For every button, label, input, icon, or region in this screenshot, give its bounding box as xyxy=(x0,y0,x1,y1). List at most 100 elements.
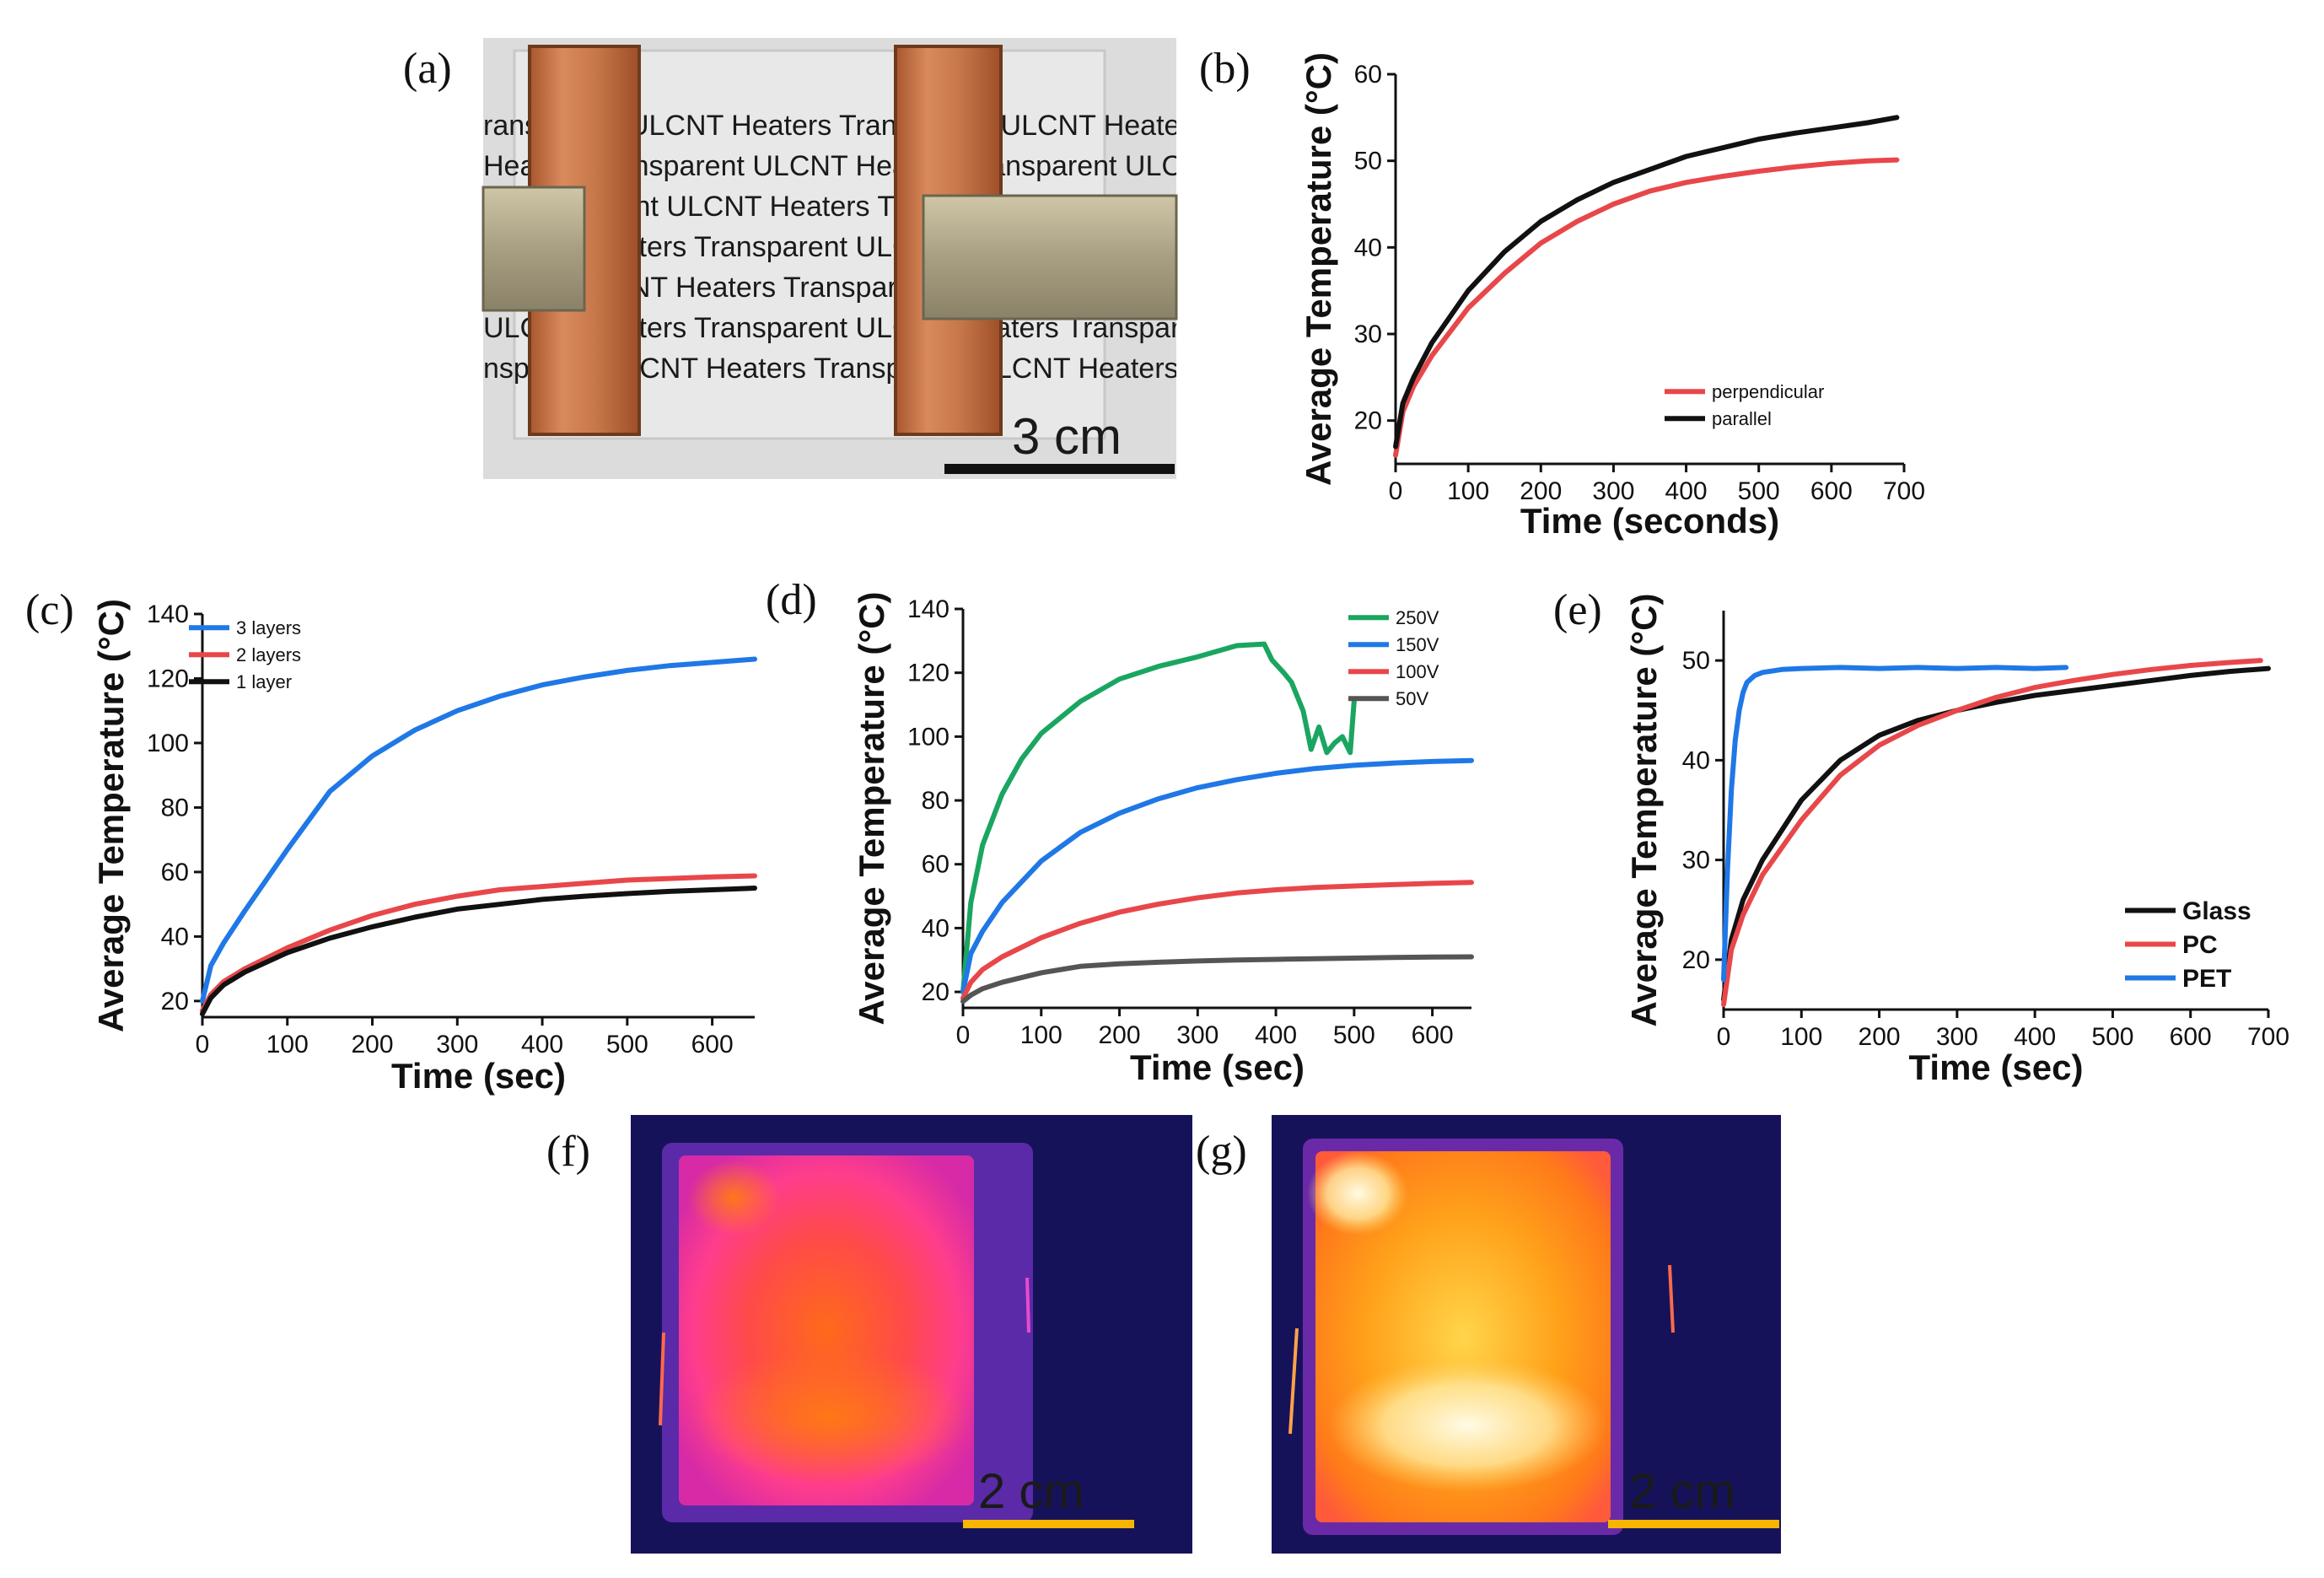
x-tick-label: 600 xyxy=(1810,477,1853,505)
x-tick-label: 500 xyxy=(1738,477,1780,505)
x-tick-label: 500 xyxy=(1333,1021,1375,1049)
x-tick-label: 300 xyxy=(1592,477,1634,505)
hot-corner-g xyxy=(1307,1151,1408,1236)
y-tick-label: 80 xyxy=(161,794,189,821)
legend-label: 50V xyxy=(1396,688,1428,709)
y-tick-label: 120 xyxy=(147,665,189,692)
panel-label-f: (f) xyxy=(546,1128,590,1176)
legend-label: 3 layers xyxy=(236,617,301,638)
panel-label-b: (b) xyxy=(1199,45,1251,93)
panel-label-e: (e) xyxy=(1553,586,1602,634)
chart-b: 0 100 200 300 400 500 600 700 20 30 40 50 60 Time (se… xyxy=(1299,52,1925,541)
x-tick-label: 200 xyxy=(1099,1021,1141,1049)
y-axis-title: Average Temperature (°C) xyxy=(91,599,131,1032)
scale-bar-label-a: 3 cm xyxy=(1012,408,1122,465)
panel-label-a: (a) xyxy=(403,45,452,93)
x-tick-label: 400 xyxy=(1665,477,1708,505)
y-tick-label: 60 xyxy=(1354,61,1382,89)
y-tick-label: 20 xyxy=(922,978,950,1006)
panel-label-d: (d) xyxy=(766,576,817,624)
x-tick-label: 100 xyxy=(1780,1023,1822,1051)
series-line-pc xyxy=(1721,658,2263,1008)
clip-right xyxy=(922,194,1178,320)
legend-label: 250V xyxy=(1396,607,1439,628)
x-tick-label: 700 xyxy=(2247,1023,2289,1051)
y-tick-label: 80 xyxy=(922,787,950,815)
series-line-perpendicular xyxy=(1393,157,1900,458)
x-tick-label: 0 xyxy=(1389,477,1403,505)
x-tick-label: 400 xyxy=(521,1031,563,1058)
legend-label: perpendicular xyxy=(1712,381,1824,402)
y-tick-label: 60 xyxy=(922,851,950,879)
series-line-2-layers xyxy=(200,873,757,1014)
x-axis-title: Time (seconds) xyxy=(1520,501,1779,541)
legend-label: Glass xyxy=(2182,897,2251,925)
hot-spot-g xyxy=(1328,1358,1606,1493)
x-axis-title: Time (sec) xyxy=(1909,1048,2084,1087)
scale-bar-label-g: 2 cm xyxy=(1629,1464,1735,1519)
x-tick-label: 200 xyxy=(352,1031,394,1058)
legend-label: 150V xyxy=(1396,634,1439,655)
electrode-trace-g2 xyxy=(1668,1264,1675,1333)
y-tick-label: 50 xyxy=(1354,148,1382,175)
chart-c: 0 100 200 300 400 500 600 20 40 60 80 100 120 140 Time… xyxy=(91,599,757,1096)
y-tick-label: 30 xyxy=(1682,847,1710,875)
x-tick-label: 0 xyxy=(196,1031,210,1058)
photo-heater-sample: ransparent ULCNT Heaters Transparent ULC… xyxy=(481,38,1178,479)
legend-label: 1 layer xyxy=(236,671,292,692)
hot-spot-f xyxy=(691,1349,970,1484)
x-tick-label: 400 xyxy=(1255,1021,1297,1049)
series-line-50v xyxy=(960,954,1474,1004)
series-line-3-layers xyxy=(200,656,757,1004)
x-tick-label: 500 xyxy=(2091,1023,2133,1051)
legend-label: PC xyxy=(2182,931,2218,959)
electrode-trace-f1 xyxy=(659,1332,665,1426)
x-tick-label: 400 xyxy=(2014,1023,2056,1051)
x-tick-label: 100 xyxy=(1020,1021,1062,1049)
y-axis-title: Average Temperature (°C) xyxy=(1624,594,1664,1027)
x-tick-label: 100 xyxy=(1447,477,1489,505)
x-tick-label: 0 xyxy=(956,1021,971,1049)
x-tick-label: 200 xyxy=(1859,1023,1901,1051)
y-tick-label: 60 xyxy=(161,859,189,886)
thermal-image-g: 2 cm xyxy=(1272,1115,1781,1554)
scale-bar-label-f: 2 cm xyxy=(978,1464,1084,1519)
chart-e: 0 100 200 300 400 500 600 700 20 30 40 50 Time (sec)… xyxy=(1624,594,2289,1087)
y-tick-label: 140 xyxy=(907,595,950,623)
x-tick-label: 500 xyxy=(606,1031,648,1058)
y-axis-title: Average Temperature (°C) xyxy=(1299,52,1338,486)
series-line-100v xyxy=(960,880,1474,1001)
x-tick-label: 700 xyxy=(1883,477,1925,505)
y-tick-label: 20 xyxy=(161,988,189,1015)
x-tick-label: 0 xyxy=(1717,1023,1731,1051)
series-line-pet xyxy=(1721,665,2069,983)
panel-label-g: (g) xyxy=(1196,1128,1247,1176)
y-tick-label: 40 xyxy=(1682,746,1710,774)
x-tick-label: 600 xyxy=(1412,1021,1454,1049)
thermal-image-f: 2 cm xyxy=(631,1115,1192,1554)
y-tick-label: 50 xyxy=(1682,647,1710,675)
y-tick-label: 100 xyxy=(907,723,950,751)
y-axis-title: Average Temperature (°C) xyxy=(852,592,891,1026)
legend-label: 100V xyxy=(1396,661,1439,682)
y-tick-label: 40 xyxy=(161,923,189,951)
series-line-250v xyxy=(960,641,1357,995)
y-tick-label: 140 xyxy=(147,601,189,628)
legend-label: parallel xyxy=(1712,408,1772,429)
clip-left xyxy=(481,186,586,312)
y-tick-label: 20 xyxy=(1354,407,1382,435)
electrode-trace-f2 xyxy=(1025,1277,1030,1333)
x-axis-title: Time (sec) xyxy=(391,1056,566,1096)
electrode-trace-g1 xyxy=(1288,1328,1299,1435)
series-line-150v xyxy=(960,757,1474,995)
x-tick-label: 300 xyxy=(1936,1023,1978,1051)
y-tick-label: 30 xyxy=(1354,320,1382,348)
x-tick-label: 600 xyxy=(2170,1023,2212,1051)
y-tick-label: 40 xyxy=(922,914,950,942)
y-tick-label: 20 xyxy=(1682,946,1710,974)
y-tick-label: 100 xyxy=(147,730,189,757)
x-axis-title: Time (sec) xyxy=(1130,1048,1305,1087)
y-tick-label: 120 xyxy=(907,660,950,687)
x-tick-label: 300 xyxy=(436,1031,478,1058)
